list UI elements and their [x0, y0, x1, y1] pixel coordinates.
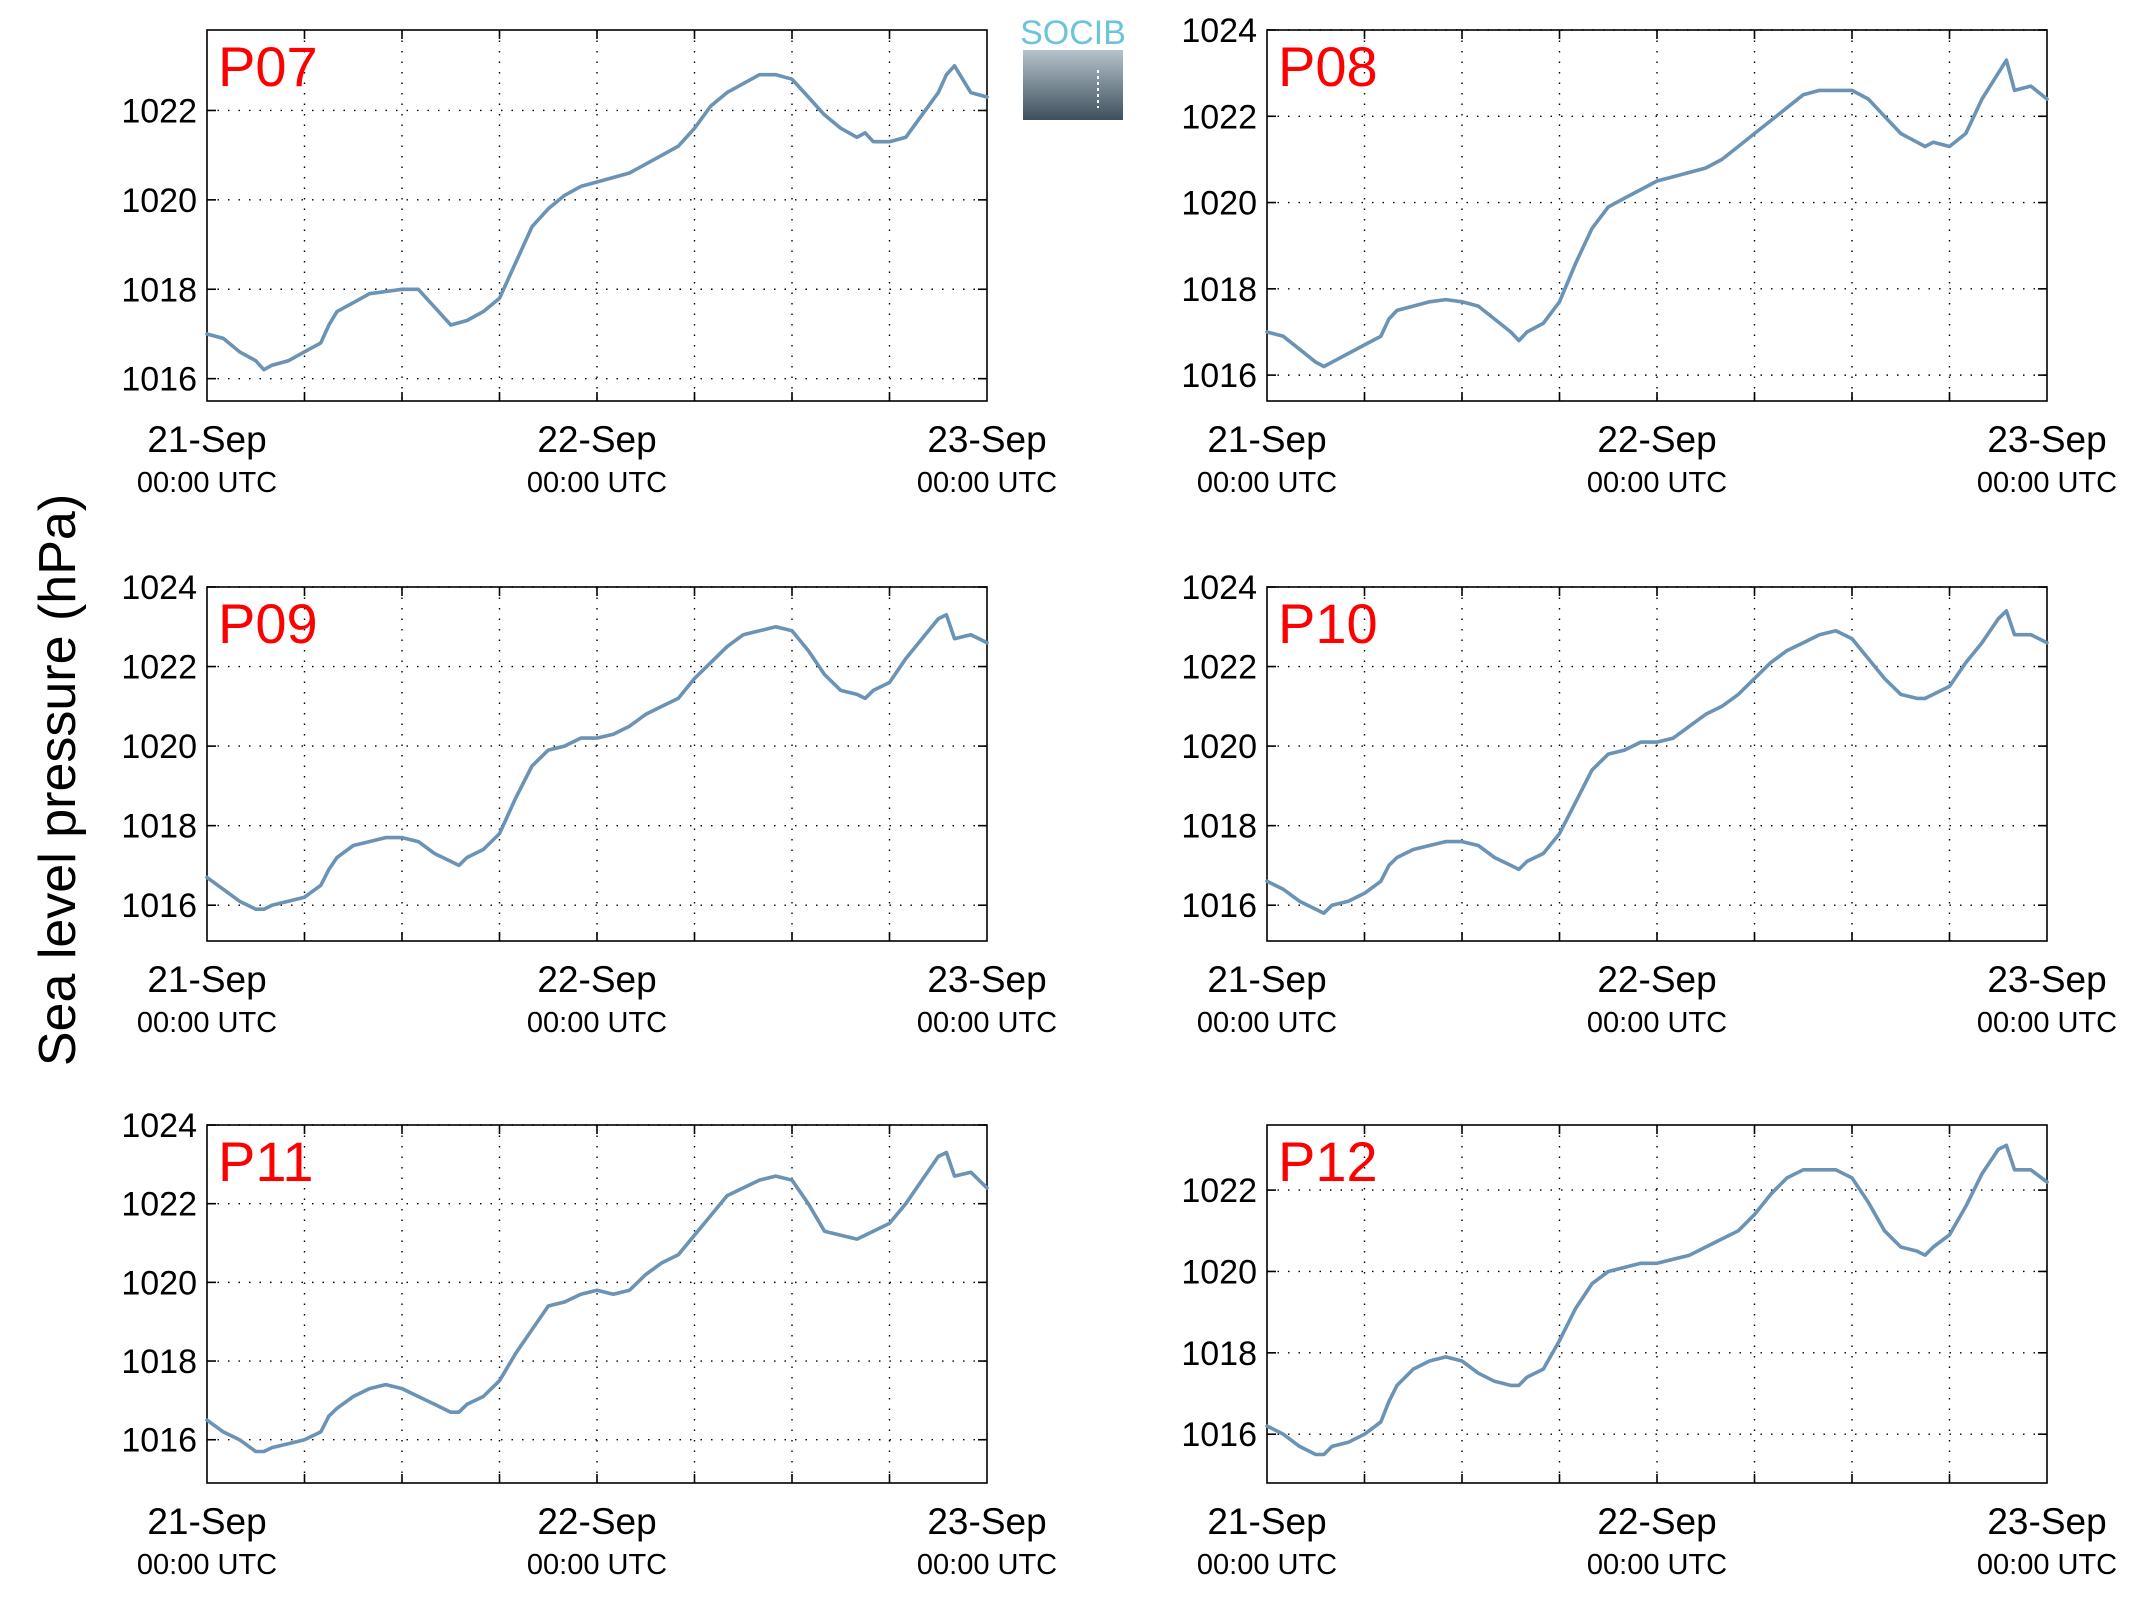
x-tick-label-time: 00:00 UTC: [137, 1549, 277, 1581]
pressure-series-line: [1265, 58, 2049, 369]
y-tick-label: 1024: [121, 1107, 197, 1145]
y-tick-label: 1018: [1181, 271, 1257, 309]
x-tick-label-date: 23-Sep: [1987, 1501, 2106, 1542]
station-label: P11: [218, 1130, 313, 1193]
panel-p10: 1016 1018 1020 1022 1024 21-Sep 00:00 UTC 22-Se…: [1181, 569, 2117, 1039]
pressure-series-line: [205, 64, 989, 372]
y-tick-label: 1022: [121, 1186, 197, 1224]
y-tick-label: 1022: [1181, 98, 1257, 136]
x-tick-label-time: 00:00 UTC: [1587, 1549, 1727, 1581]
y-tick-label: 1022: [1181, 1172, 1257, 1210]
socib-logo-wave: [1023, 50, 1123, 120]
y-tick-label: 1018: [1181, 808, 1257, 846]
x-tick-label-date: 22-Sep: [1597, 959, 1716, 1000]
y-axis-label: Sea level pressure (hPa): [29, 494, 87, 1066]
x-tick-label-date: 23-Sep: [927, 959, 1046, 1000]
y-tick-label: 1020: [121, 1264, 197, 1302]
y-tick-label: 1022: [121, 92, 197, 130]
socib-logo: SOCIB: [1020, 14, 1126, 120]
panel-p11: 1016 1018 1020 1022 1024 21-Sep 00:00 UTC 22-Se…: [121, 1107, 1057, 1581]
y-tick-label: 1020: [1181, 1253, 1257, 1291]
panel-p07: 1016 1018 1020 1022 21-Sep 00:00 UTC 22-Sep 00:…: [121, 29, 1057, 499]
y-tick-label: 1020: [1181, 185, 1257, 223]
x-tick-label-time: 00:00 UTC: [527, 1007, 667, 1039]
y-tick-label: 1016: [1181, 357, 1257, 395]
x-tick-label-time: 00:00 UTC: [917, 1549, 1057, 1581]
panel-p09: 1016 1018 1020 1022 1024 21-Sep 00:00 UTC 22-Se…: [121, 569, 1057, 1039]
x-tick-label-time: 00:00 UTC: [527, 467, 667, 499]
station-label: P12: [1278, 1130, 1378, 1193]
x-tick-label-date: 22-Sep: [537, 419, 656, 460]
y-tick-label: 1022: [121, 649, 197, 687]
y-tick-label: 1022: [1181, 649, 1257, 687]
y-tick-label: 1018: [121, 808, 197, 846]
x-tick-label-time: 00:00 UTC: [1977, 467, 2117, 499]
station-label: P07: [218, 35, 318, 98]
y-tick-label: 1024: [1181, 12, 1257, 50]
x-tick-label-date: 23-Sep: [1987, 959, 2106, 1000]
x-tick-label-date: 23-Sep: [1987, 419, 2106, 460]
x-tick-label-time: 00:00 UTC: [1977, 1549, 2117, 1581]
y-tick-label: 1016: [121, 361, 197, 399]
y-tick-label: 1016: [121, 887, 197, 925]
x-tick-label-time: 00:00 UTC: [1587, 467, 1727, 499]
x-tick-label-date: 21-Sep: [1207, 1501, 1326, 1542]
x-tick-label-date: 23-Sep: [927, 1501, 1046, 1542]
pressure-series-line: [1265, 1143, 2049, 1457]
socib-logo-text: SOCIB: [1020, 14, 1126, 52]
x-tick-label-time: 00:00 UTC: [137, 467, 277, 499]
x-tick-label-time: 00:00 UTC: [917, 1007, 1057, 1039]
x-tick-label-date: 21-Sep: [147, 959, 266, 1000]
pressure-series-line: [205, 1150, 989, 1454]
y-tick-label: 1020: [121, 182, 197, 220]
pressure-series-line: [1265, 609, 2049, 916]
x-tick-label-date: 22-Sep: [1597, 1501, 1716, 1542]
x-tick-label-date: 23-Sep: [927, 419, 1046, 460]
x-tick-label-time: 00:00 UTC: [1587, 1007, 1727, 1039]
x-tick-label-date: 22-Sep: [1597, 419, 1716, 460]
x-tick-label-time: 00:00 UTC: [917, 467, 1057, 499]
x-tick-label-date: 21-Sep: [1207, 959, 1326, 1000]
x-tick-label-time: 00:00 UTC: [1197, 467, 1337, 499]
x-tick-label-time: 00:00 UTC: [1197, 1549, 1337, 1581]
axes-frame: [1266, 29, 2048, 402]
x-tick-label-date: 21-Sep: [147, 419, 266, 460]
y-tick-label: 1024: [121, 569, 197, 607]
pressure-series-line: [205, 612, 989, 912]
y-tick-label: 1018: [1181, 1335, 1257, 1373]
y-tick-label: 1020: [121, 728, 197, 766]
x-tick-label-date: 21-Sep: [147, 1501, 266, 1542]
x-tick-label-time: 00:00 UTC: [1197, 1007, 1337, 1039]
x-tick-label-date: 22-Sep: [537, 1501, 656, 1542]
y-tick-label: 1018: [121, 1343, 197, 1381]
station-label: P10: [1278, 592, 1378, 655]
y-tick-label: 1016: [1181, 887, 1257, 925]
y-tick-label: 1024: [1181, 569, 1257, 607]
panels: 1016 1018 1020 1022 21-Sep 00:00 UTC 22-Sep 00:…: [121, 12, 2117, 1581]
station-label: P09: [218, 592, 318, 655]
panel-p12: 1016 1018 1020 1022 21-Sep 00:00 UTC 22-Sep 00:…: [1181, 1124, 2117, 1581]
station-label: P08: [1278, 35, 1378, 98]
x-tick-label-time: 00:00 UTC: [137, 1007, 277, 1039]
y-tick-label: 1018: [121, 271, 197, 309]
x-tick-label-date: 21-Sep: [1207, 419, 1326, 460]
x-tick-label-time: 00:00 UTC: [1977, 1007, 2117, 1039]
y-tick-label: 1020: [1181, 728, 1257, 766]
panel-p08: 1016 1018 1020 1022 1024 21-Sep 00:00 UTC 22-Se…: [1181, 12, 2117, 499]
y-tick-label: 1016: [121, 1422, 197, 1460]
y-tick-label: 1016: [1181, 1416, 1257, 1454]
x-tick-label-time: 00:00 UTC: [527, 1549, 667, 1581]
x-tick-label-date: 22-Sep: [537, 959, 656, 1000]
